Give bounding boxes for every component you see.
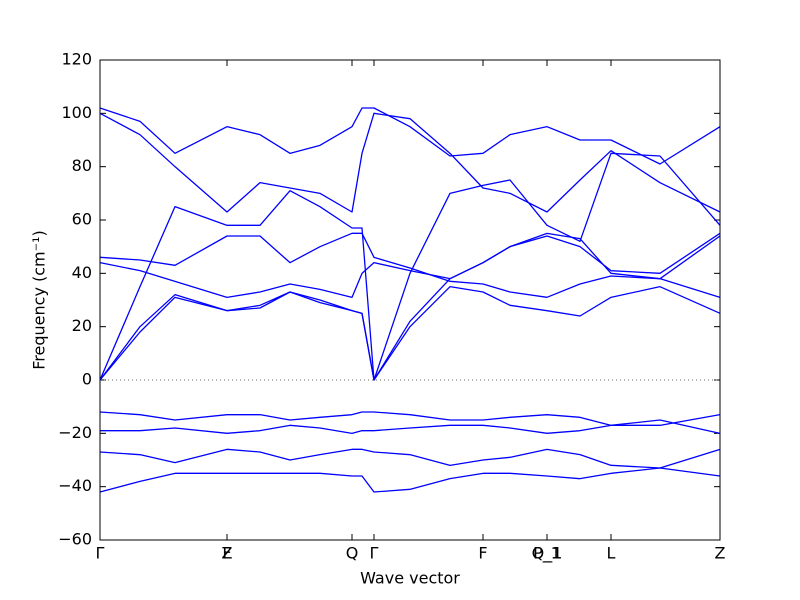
y-tick-label: 100 [61,103,92,122]
y-tick-label: 60 [72,210,92,229]
band-line [99,232,721,298]
y-tick-label: −60 [58,530,92,549]
x-tick-label: Γ [96,544,105,563]
band-line [99,467,721,493]
band-line [99,232,721,298]
y-tick-label: 120 [61,50,92,69]
y-tick-label: −20 [58,423,92,442]
x-axis-label: Wave vector [360,569,460,588]
plot-frame [99,59,721,541]
x-tick-label: L [607,544,616,563]
band-line [99,112,721,213]
band-line [99,232,721,381]
x-tick-label: F [478,544,487,563]
y-tick-label: −40 [58,476,92,495]
x-tick-label: Γ [370,544,379,563]
y-tick-label: 0 [82,370,92,389]
band-line [100,419,721,434]
x-tick-label: Q [346,544,359,563]
x-tick-label: Z [715,544,726,563]
y-tick-label: 80 [72,156,92,175]
x-tick-label: Q_1 [532,544,563,564]
x-tick-label: F [222,544,231,563]
y-axis-label: Frequency (cm⁻¹) [30,230,49,369]
y-tick-label: 20 [72,316,92,335]
band-line [99,448,721,469]
band-line [99,107,721,165]
x-tick-label: Z [222,544,233,563]
y-tick-label: 40 [72,263,92,282]
x-tick-label: P_1 [533,544,561,564]
band-line [99,411,721,426]
